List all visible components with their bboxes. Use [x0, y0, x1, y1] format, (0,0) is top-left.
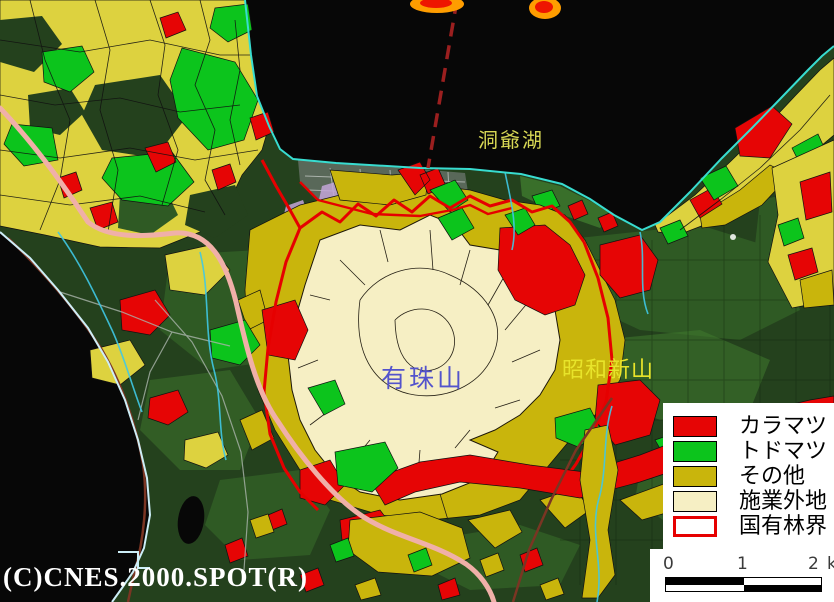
scale-segment	[743, 584, 821, 591]
forest-mosaic-northwest	[0, 0, 275, 249]
legend-item-karamatsu: カラマツ	[673, 414, 834, 439]
legend-label: トドマツ	[739, 438, 828, 464]
kokuyurinkai-swatch	[673, 516, 717, 537]
legend-item-kokuyurinkai: 国有林界	[673, 514, 834, 539]
lake-shoreline	[244, 0, 834, 232]
legend-label: 施業外地	[739, 488, 828, 514]
copyright-text: (C)CNES.2000.SPOT(R)	[3, 562, 309, 592]
legend-label: 国有林界	[739, 513, 828, 539]
larch-patches-nw	[57, 11, 275, 231]
legend-label: その他	[739, 463, 806, 489]
scale-segment	[666, 584, 744, 591]
parcel-boundaries-nw	[0, 0, 259, 233]
bright-spot	[730, 234, 736, 240]
scale-tick-1: 1	[737, 554, 748, 574]
scale-unit: km	[827, 554, 834, 574]
scale-tick-2: 2	[808, 554, 819, 574]
ferry-route-line	[426, 0, 459, 169]
non-operation-land	[287, 214, 561, 501]
scale-bar-graphic	[665, 577, 822, 592]
unclassified-patches	[0, 16, 248, 238]
legend-item-sonota: その他	[673, 464, 834, 489]
segyogaichi-swatch	[673, 491, 717, 512]
scale-bar: 0 1 2 km	[650, 549, 834, 602]
larch-band-southeast	[369, 395, 834, 506]
fir-patches-nw	[3, 3, 259, 207]
scale-tick-0: 0	[663, 554, 674, 574]
island	[420, 0, 452, 8]
highway	[0, 105, 497, 602]
legend-item-segyogaichi: 施業外地	[673, 489, 834, 514]
sea-water	[0, 232, 150, 602]
map-legend: カラマツ トドマツ その他 施業外地 国有林界	[663, 403, 834, 550]
lake-features	[410, 0, 736, 240]
sea-coastline	[0, 231, 152, 602]
legend-item-todomatsu: トドマツ	[673, 439, 834, 464]
larch-patches-south	[224, 508, 544, 601]
pond	[177, 496, 205, 544]
sonota-swatch	[673, 466, 717, 487]
island	[535, 1, 553, 13]
crater-contours	[358, 267, 498, 397]
southeast-road	[511, 397, 614, 602]
usu-volcano-complex	[237, 159, 689, 549]
rivers	[57, 171, 649, 602]
karamatsu-swatch	[673, 416, 717, 437]
legend-label: カラマツ	[739, 413, 828, 439]
scale-segment	[743, 578, 821, 585]
todomatsu-swatch	[673, 441, 717, 462]
lake-toya-water	[245, 0, 834, 230]
scale-segment	[666, 578, 744, 585]
local-roads	[59, 291, 249, 571]
